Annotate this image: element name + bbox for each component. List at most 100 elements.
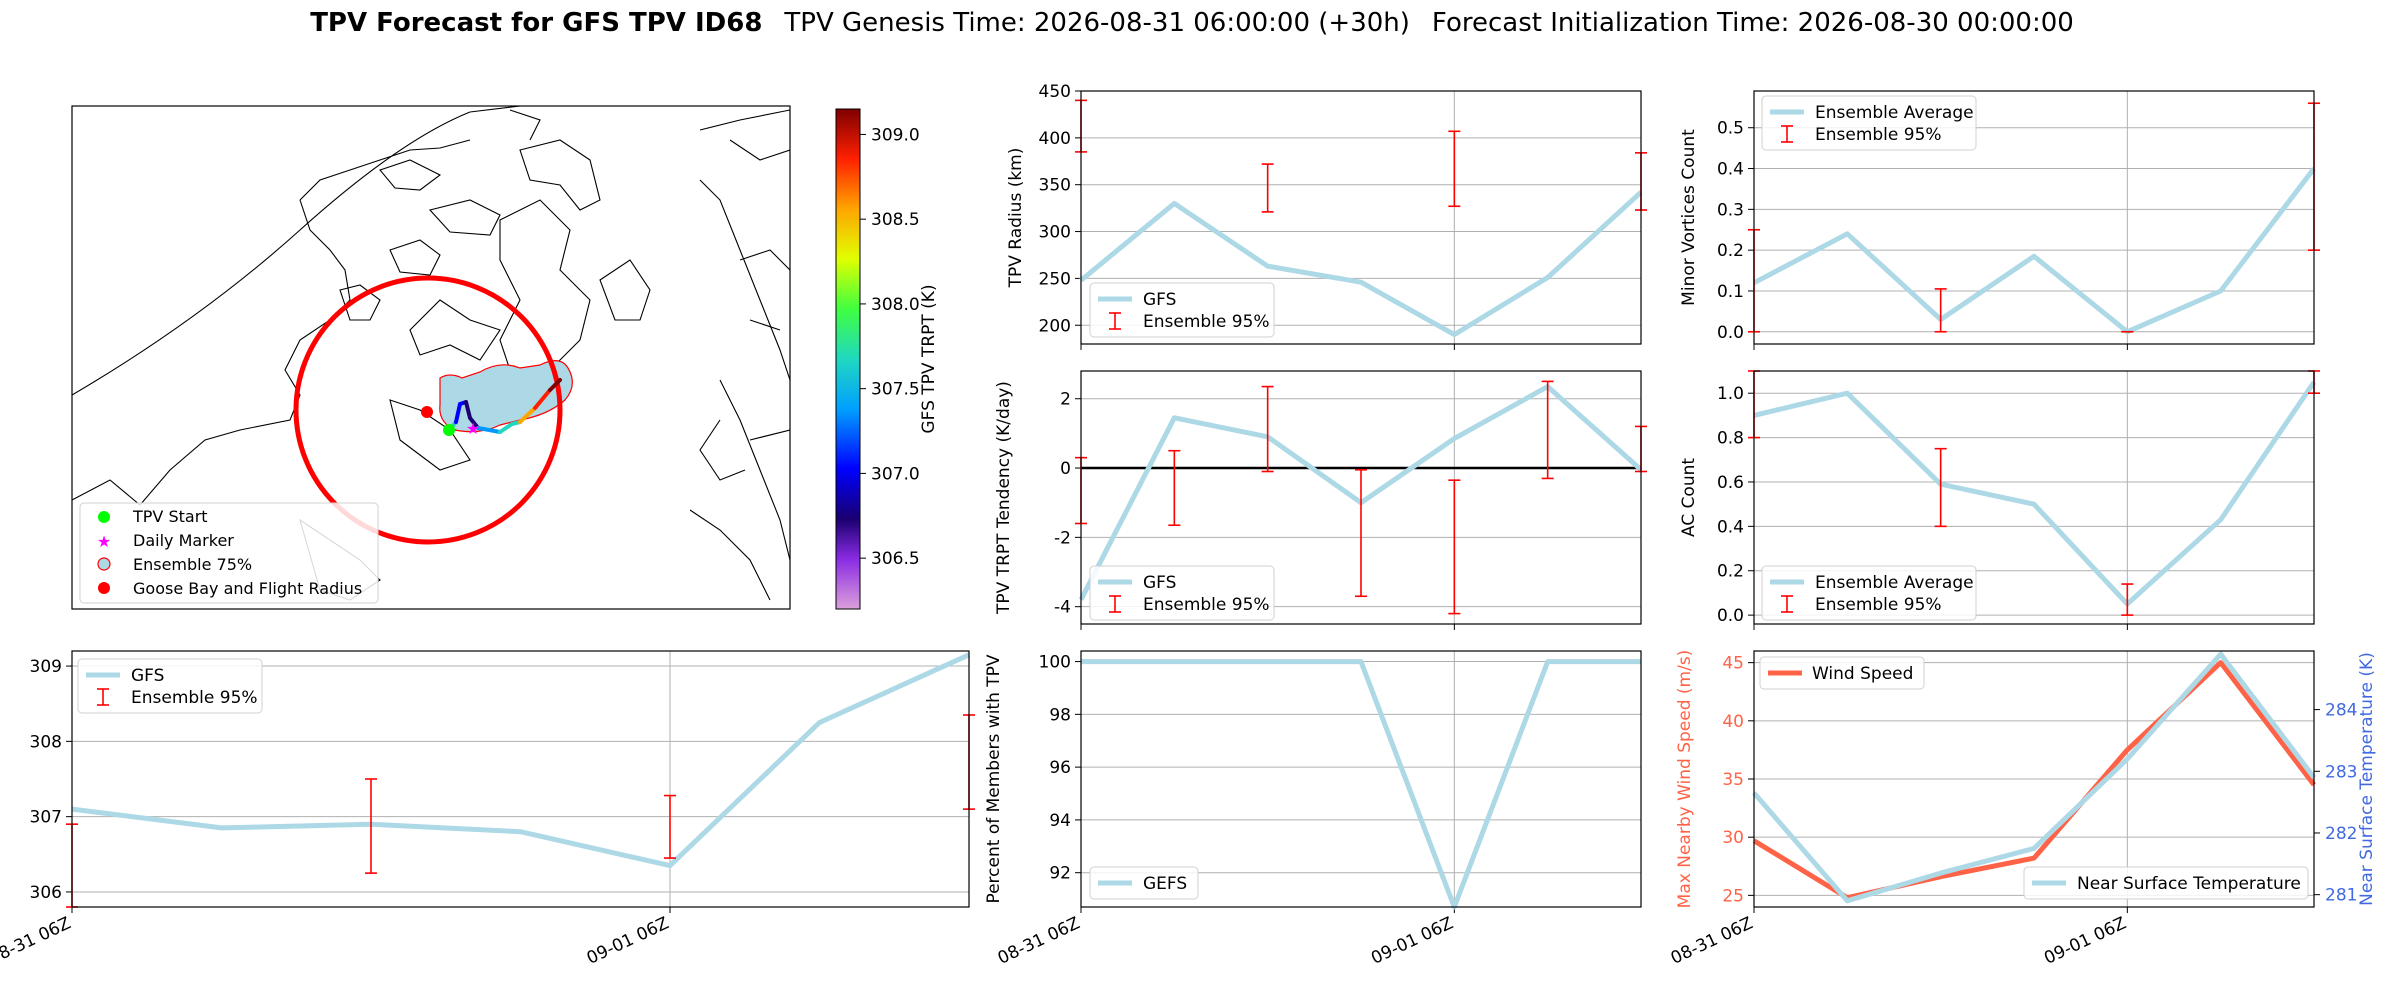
y2-tick-label: 282 <box>2325 824 2357 844</box>
error-bar <box>1168 449 1181 527</box>
plot-frame <box>1080 90 1642 345</box>
y-tick-label: 45 <box>1722 654 1744 674</box>
coast-europe <box>719 379 790 561</box>
coast-island-4 <box>379 159 442 191</box>
x-tick-label: 08-31 06Z <box>0 913 74 968</box>
legend-daily-marker-icon: ★ <box>97 532 111 551</box>
y-tick-label: 25 <box>1722 886 1744 906</box>
legend-wind: Wind Speed <box>1759 656 1925 690</box>
legend-label: GFS <box>1143 573 1176 593</box>
error-bar <box>1448 130 1461 208</box>
track-seg-3 <box>464 400 480 430</box>
legend-errorbar-icon <box>97 688 109 706</box>
track-seg-7 <box>533 388 552 410</box>
y-tick-label: 200 <box>1039 316 1071 336</box>
goose-bay-marker <box>421 406 433 418</box>
legend-box <box>1089 866 1199 900</box>
legend-tpv-start-icon <box>98 511 110 523</box>
figure-title: TPV Forecast for GFS TPV ID68 TPV Genesis… <box>310 8 2074 38</box>
chart-radius: 200 250 300 350 400 450 TPV Radius (km) GFSEnse… <box>1006 82 1647 350</box>
track-seg-4 <box>476 426 502 434</box>
legend-box <box>77 658 263 714</box>
y-tick-label: 0.1 <box>1717 282 1744 302</box>
y-tick-label: 0.2 <box>1717 241 1744 261</box>
title-init: Forecast Initialization Time: 2026-08-30… <box>1432 8 2074 38</box>
coast-arc-top <box>469 106 521 113</box>
legend-label: Wind Speed <box>1812 664 1913 684</box>
error-bar <box>1355 468 1367 598</box>
error-bar <box>1934 447 1947 528</box>
series-line <box>1079 190 1643 338</box>
coast-british-isles <box>699 419 746 481</box>
y-tick-label: 400 <box>1039 129 1071 149</box>
y-tick-label: 0.5 <box>1717 119 1744 139</box>
coast-border-4 <box>749 429 790 441</box>
error-bar <box>1261 163 1274 213</box>
x-tick-label: 09-01 06Z <box>1368 913 1456 968</box>
error-bar <box>2121 583 2134 616</box>
chart-minor: 0.0 0.1 0.2 0.3 0.4 0.5 Minor Vortices Count En… <box>1679 90 2320 350</box>
y-axis-label: Minor Vortices Count <box>1679 129 1699 306</box>
colorbar-tick-label: 308.0 <box>871 295 920 315</box>
legend-goose-bay-label: Goose Bay and Flight Radius <box>133 579 362 598</box>
error-bar <box>365 778 377 874</box>
colorbar-tick-label: 306.5 <box>871 549 920 569</box>
colorbar: GFS TPV TRPT (K) 306.5 307.0 307.5 308.0 308… <box>835 108 939 610</box>
tpv-start-marker <box>443 424 455 436</box>
chart-tendency: -4 -2 0 2 TPV TRPT Tendency (K/day) GFSEnsemb… <box>994 370 1647 630</box>
y-tick-label: 92 <box>1049 864 1071 884</box>
y-tick-label: 30 <box>1722 828 1744 848</box>
track-seg-8 <box>548 378 562 392</box>
y-tick-label: 307 <box>30 808 62 828</box>
legend-errorbar-icon <box>1109 595 1121 613</box>
plot-frame <box>1753 650 2315 908</box>
coast-norway <box>699 179 790 381</box>
coast-border-3 <box>749 319 781 331</box>
chart-legend: GEFS <box>1089 866 1199 900</box>
error-bar <box>1541 380 1554 480</box>
legend-temperature: Near Surface Temperature <box>2023 866 2309 900</box>
y2-axis-label: Near Surface Temperature (K) <box>2357 652 2377 906</box>
chart-wind: 25 30 35 40 45 08-31 06Z 09-01 06Z Max Nearby W… <box>1668 650 2377 969</box>
coast-iceland <box>599 259 651 321</box>
error-bar <box>664 794 676 859</box>
legend-box <box>1761 565 1977 621</box>
y-tick-label: 100 <box>1039 653 1071 673</box>
coast-arc-west <box>72 111 471 396</box>
coast-arctic-island <box>509 109 541 141</box>
y-tick-label: 35 <box>1722 770 1744 790</box>
plot-frame <box>1080 370 1642 625</box>
y2-tick-label: 284 <box>2325 701 2357 721</box>
y-axis-label: TPV Radius (km) <box>1006 148 1026 289</box>
y-tick-label: 0 <box>1060 459 1071 479</box>
daily-marker-star: ★ <box>466 419 480 438</box>
legend-label: Near Surface Temperature <box>2077 874 2301 894</box>
y-tick-label: 0.8 <box>1717 429 1744 449</box>
y-tick-label: 1.0 <box>1717 384 1744 404</box>
plot-frame <box>1753 370 2315 625</box>
chart-percent: 92 94 96 98 100 08-31 06Z 09-01 06Z Percent of … <box>984 650 1642 969</box>
coast-island-1 <box>339 284 381 321</box>
colorbar-gradient <box>835 108 861 610</box>
coast-border-1 <box>729 139 790 161</box>
coast-greenland-west <box>499 199 591 381</box>
track-seg-6 <box>518 406 537 424</box>
y-tick-label: 0.3 <box>1717 200 1744 220</box>
y-tick-label: 98 <box>1049 705 1071 725</box>
y-tick-label: 306 <box>30 883 62 903</box>
coast-canada-west <box>72 199 351 506</box>
legend-label: Ensemble 95% <box>1143 312 1270 332</box>
colorbar-tick-label: 307.5 <box>871 380 920 400</box>
error-bar <box>1261 385 1274 473</box>
map-legend-box <box>79 502 379 604</box>
legend-errorbar-icon <box>1781 125 1793 143</box>
legend-daily-marker-label: Daily Marker <box>133 531 234 550</box>
title-genesis: TPV Genesis Time: 2026-08-31 06:00:00 (+… <box>783 8 1410 38</box>
